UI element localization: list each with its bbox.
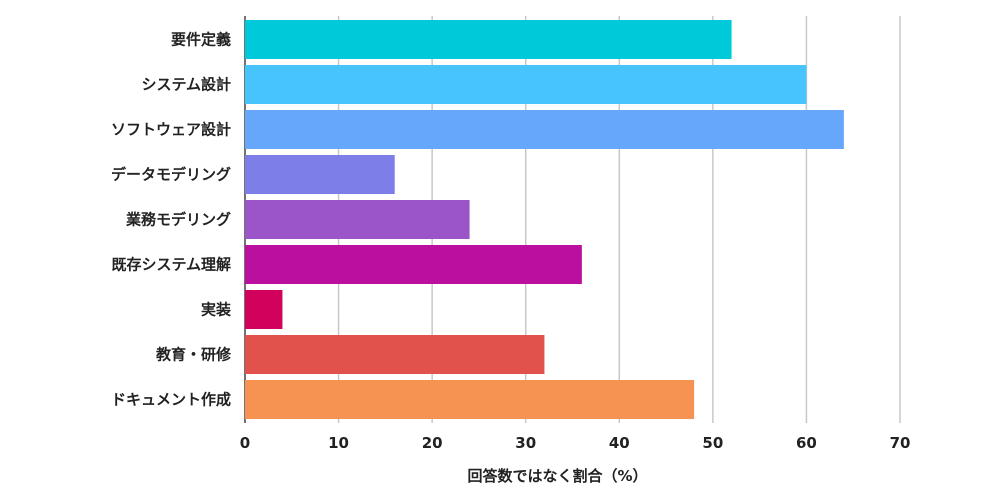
x-tick-labels: 0 10 20 30 40 50 60 70 [240,434,911,452]
category-label: 教育・研修 [155,346,232,364]
bar-7 [245,290,283,329]
category-label: ドキュメント作成 [111,391,231,409]
bar-5 [245,200,470,239]
category-label: データモデリング [111,166,231,184]
category-label: システム設計 [141,76,231,94]
category-label: ソフトウェア設計 [111,121,231,139]
bar-6 [245,245,582,284]
category-label: 要件定義 [171,31,231,49]
bar-8 [245,335,545,374]
x-tick-label: 10 [328,434,349,452]
bars-layer [245,20,844,419]
x-tick-label: 50 [702,434,723,452]
x-tick-label: 40 [609,434,630,452]
category-labels: 要件定義システム設計ソフトウェア設計データモデリング業務モデリング既存システム理… [111,31,232,409]
bar-1 [245,20,732,59]
bar-3 [245,110,844,149]
x-tick-label: 0 [240,434,250,452]
x-axis-title: 回答数ではなく割合（%） [467,467,647,485]
category-label: 既存システム理解 [111,256,231,274]
category-label: 業務モデリング [125,211,231,229]
category-label: 実装 [201,301,232,319]
bar-2 [245,65,807,104]
x-tick-label: 70 [890,434,911,452]
x-tick-label: 30 [515,434,536,452]
x-tick-label: 60 [796,434,817,452]
bar-4 [245,155,395,194]
x-tick-label: 20 [422,434,443,452]
bar-9 [245,380,695,419]
